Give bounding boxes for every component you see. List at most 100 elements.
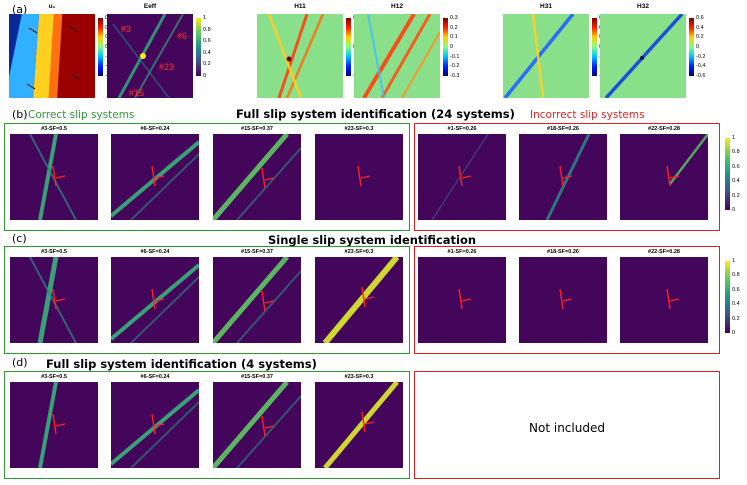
row_d-correct-title-0: #3-SF=0.5 [41,374,67,380]
row-a-label: (a) [12,3,28,16]
colorbar-5-tick-2: 0.2 [696,34,704,41]
row_d-correct-map-3 [315,382,403,468]
incorrect-slip-systems-label: Incorrect slip systems [530,109,645,121]
row_b-colorbar [725,138,730,210]
colorbar-5-tick-3: 0 [696,44,700,50]
eeff-annotation-1: #6 [177,31,187,41]
row_c-colorbar-tick-5: 0 [732,330,736,336]
slip-direction-marker [559,165,573,187]
row_d-correct-title-1: #6-SF=0.24 [140,374,170,380]
row_c-correct-title-3: #23-SF=0.3 [344,249,374,255]
colorbar-1-tick-0: 1 [203,15,207,21]
row_b-colorbar-tick-2: 0.6 [732,163,740,170]
colorbar-5-tick-6: -0.6 [696,73,706,79]
slip-direction-marker [458,288,472,310]
slip-direction-marker [151,288,165,310]
slip-direction-marker [458,165,472,187]
row_d-correct-map-2 [213,382,301,468]
colorbar-5-tick-4: -0.2 [696,53,706,60]
row_b-colorbar-tick-0: 1 [732,135,736,141]
row_d-correct-title-3: #23-SF=0.3 [344,374,374,380]
field-title-1: Eeff [143,3,157,10]
row_b-correct-title-3: #23-SF=0.3 [344,126,374,132]
field-map-0 [9,14,95,98]
colorbar-3-tick-4: -0.1 [450,53,460,60]
slip-direction-marker [151,413,165,435]
row_c-incorrect-title-1: #18-SF=0.26 [547,249,579,255]
colorbar-3-tick-2: 0.1 [450,34,458,41]
colorbar-3-tick-5: -0.2 [450,63,460,70]
eeff-annotation-3: #15 [129,88,144,98]
row_c-correct-map-2 [213,257,301,343]
row_c-incorrect-map-0 [418,257,506,343]
colorbar-0-tick-3: 0 [105,44,109,50]
colorbar-5-tick-5: -0.4 [696,63,706,70]
row_d-correct-map-1 [111,382,199,468]
slip-direction-marker [666,288,680,310]
slip-direction-marker [52,413,66,435]
colorbar-4 [592,18,597,76]
row_b-correct-title-0: #3-SF=0.5 [41,126,67,132]
colorbar-5-tick-1: 0.4 [696,24,704,31]
row_c-colorbar [725,261,730,333]
row-d-incorrect-box [414,371,720,479]
slip-direction-marker [151,165,165,187]
slip-direction-marker [261,415,275,437]
colorbar-5-tick-0: 0.6 [696,15,704,21]
row_c-colorbar-tick-2: 0.6 [732,286,740,293]
row-c-incorrect-box [414,246,720,354]
row_b-correct-title-1: #6-SF=0.24 [140,126,170,132]
field-map-3 [354,14,440,98]
row-b-correct-box [4,123,410,231]
row_b-incorrect-map-0 [418,134,506,220]
slip-direction-marker [666,165,680,187]
field-title-4: H31 [540,3,552,10]
correct-slip-systems-label: Correct slip systems [28,109,135,121]
row_c-colorbar-tick-0: 1 [732,258,736,264]
colorbar-5 [689,18,694,76]
slip-direction-marker [559,288,573,310]
row_c-correct-title-0: #3-SF=0.5 [41,249,67,255]
slip-direction-marker [361,286,375,308]
row-b-incorrect-box [414,123,720,231]
field-title-3: H12 [391,3,403,10]
row_d-correct-title-2: #15-SF=0.37 [241,374,273,380]
row_b-incorrect-title-0: #1-SF=0.26 [447,126,477,132]
row_b-correct-map-1 [111,134,199,220]
row_b-correct-map-2 [213,134,301,220]
colorbar-1 [196,18,201,76]
field-title-5: H32 [637,3,649,10]
row_c-colorbar-tick-1: 0.8 [732,272,740,279]
colorbar-3-tick-3: 0 [450,44,454,50]
eeff-annotation-0: #3 [121,24,131,34]
eeff-annotation-2: #23 [159,62,174,72]
row_c-incorrect-title-0: #1-SF=0.26 [447,249,477,255]
row_c-incorrect-map-1 [519,257,607,343]
colorbar-3-tick-1: 0.2 [450,24,458,31]
row-c-label: (c) [12,232,27,245]
row_c-correct-map-0 [10,257,98,343]
field-title-2: H11 [294,3,306,10]
colorbar-0 [98,18,103,76]
row_c-correct-title-2: #15-SF=0.37 [241,249,273,255]
colorbar-3-tick-6: -0.3 [450,73,460,79]
row_b-correct-title-2: #15-SF=0.37 [241,126,273,132]
row_c-colorbar-tick-4: 0.2 [732,315,740,322]
slip-direction-marker [261,290,275,312]
row_c-incorrect-title-2: #22-SF=0.28 [648,249,680,255]
field-map-2 [257,14,343,98]
colorbar-2 [346,18,351,76]
colorbar-1-tick-1: 0.8 [203,26,211,33]
row_c-colorbar-tick-3: 0.4 [732,301,740,308]
row_c-correct-title-1: #6-SF=0.24 [140,249,170,255]
slip-direction-marker [261,167,275,189]
field-map-1: #3 #6 #23 #15 [107,14,193,98]
colorbar-3 [443,18,448,76]
row_b-incorrect-title-1: #18-SF=0.26 [547,126,579,132]
row_b-incorrect-map-1 [519,134,607,220]
row_b-incorrect-map-2 [620,134,708,220]
row_c-incorrect-map-2 [620,257,708,343]
colorbar-1-tick-5: 0 [203,73,207,79]
field-title-0: u₁ [48,3,56,10]
field-map-5 [600,14,686,98]
